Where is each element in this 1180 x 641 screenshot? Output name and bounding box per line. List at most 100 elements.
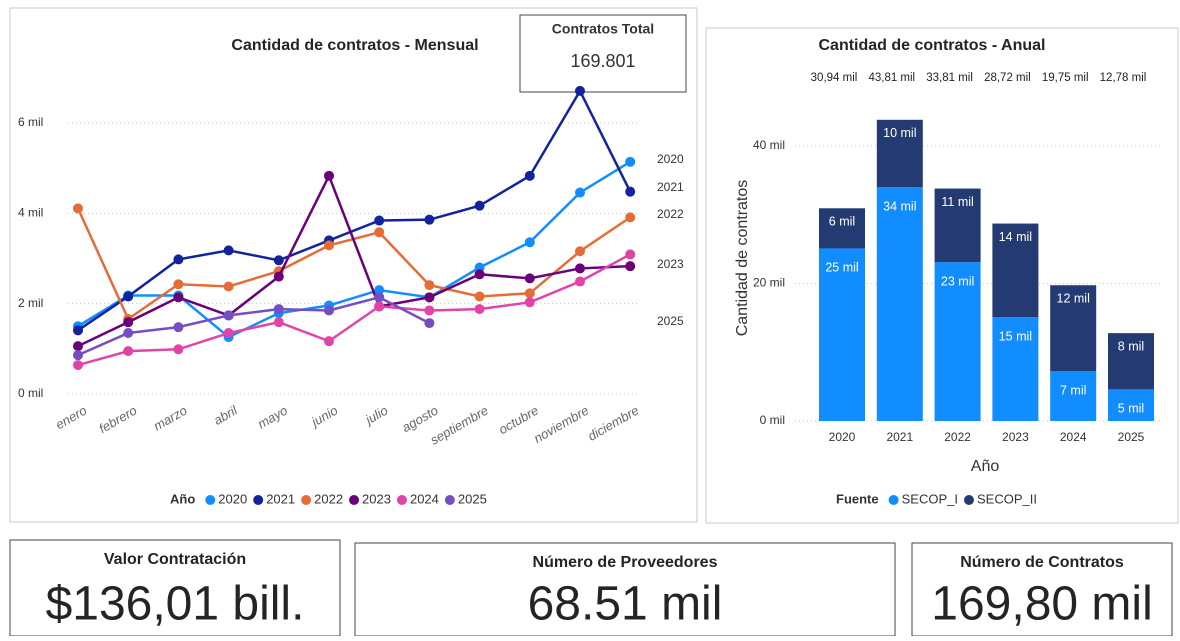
point: [223, 310, 234, 321]
point: [374, 227, 385, 238]
card-value: 68.51 mil: [528, 578, 723, 631]
total-label: 28,72 mil: [984, 72, 1031, 84]
y-tick-label: 20 mil: [753, 276, 785, 290]
point: [625, 156, 636, 167]
point: [73, 203, 83, 214]
bar-title: Cantidad de contratos - Anual: [819, 37, 1046, 54]
series-line: [77, 172, 631, 348]
bar-segment: [819, 208, 865, 249]
point: [273, 317, 284, 328]
point: [273, 304, 284, 315]
point: [524, 237, 535, 248]
bar-segment: [934, 188, 981, 263]
point: [123, 317, 134, 328]
legend-label: 2025: [458, 491, 487, 506]
legend-marker: [301, 495, 312, 505]
value-label: 15 mil: [999, 329, 1032, 343]
point: [173, 344, 184, 355]
point: [324, 305, 334, 316]
bar-segment: [1050, 285, 1097, 372]
legend-marker: [349, 495, 360, 505]
point: [424, 292, 435, 303]
point: [424, 280, 435, 291]
x-tick-label: 2022: [944, 430, 971, 444]
series-line: [77, 296, 430, 357]
point: [524, 297, 535, 308]
bar-segment: [819, 248, 865, 421]
value-label: 11 mil: [941, 195, 973, 209]
total-title: Contratos Total: [552, 21, 654, 37]
bar-segment: [876, 119, 923, 188]
legend-label: 2021: [266, 491, 295, 506]
end-label: 2022: [657, 207, 684, 221]
point: [273, 271, 284, 282]
value-label: 5 mil: [1118, 402, 1144, 416]
point: [575, 246, 585, 257]
point: [324, 170, 334, 181]
point: [173, 279, 184, 290]
legend-title: Año: [170, 491, 195, 506]
legend-title: Fuente: [836, 491, 879, 506]
value-label: 25 mil: [825, 261, 858, 275]
total-label: 19,75 mil: [1042, 72, 1089, 84]
point: [575, 276, 585, 287]
point: [73, 350, 83, 361]
point: [123, 346, 134, 357]
point: [173, 254, 184, 265]
point: [374, 301, 385, 312]
x-axis-label: Año: [971, 458, 1000, 475]
value-label: 34 mil: [883, 200, 916, 214]
total-box: [519, 14, 687, 93]
y-tick-label: 6 mil: [18, 115, 43, 129]
legend-marker: [396, 495, 407, 505]
point: [324, 240, 334, 251]
point: [474, 304, 485, 315]
point: [575, 85, 585, 96]
end-label: 2021: [657, 180, 684, 194]
bar-segment: [934, 262, 981, 421]
card-title: Valor Contratación: [104, 551, 246, 568]
legend-label: 2024: [410, 491, 439, 506]
y-axis-label: Cantidad de contratos: [734, 180, 751, 337]
point: [424, 318, 435, 329]
card-title: Número de Proveedores: [533, 554, 718, 571]
end-label: 2023: [657, 257, 684, 271]
y-tick-label: 2 mil: [18, 296, 43, 310]
legend-marker: [888, 495, 899, 505]
series-line: [77, 253, 631, 367]
x-tick-label: 2020: [829, 430, 856, 444]
y-tick-label: 0 mil: [18, 386, 43, 400]
card-title: Número de Contratos: [960, 554, 1124, 571]
value-label: 23 mil: [941, 274, 974, 288]
point: [73, 325, 83, 336]
series-line: [77, 160, 631, 339]
point: [424, 305, 435, 316]
x-tick-label: 2021: [886, 430, 913, 444]
total-label: 33,81 mil: [926, 72, 973, 84]
point: [575, 263, 585, 274]
bar-segment: [992, 317, 1039, 421]
point: [173, 292, 184, 303]
y-tick-label: 0 mil: [760, 413, 785, 427]
legend-label: SECOP_I: [902, 491, 958, 506]
legend-marker: [963, 495, 974, 505]
point: [524, 288, 535, 299]
legend-marker: [205, 495, 216, 505]
point: [324, 336, 334, 347]
point: [625, 212, 636, 223]
total-label: 43,81 mil: [868, 72, 915, 84]
value-label: 10 mil: [883, 126, 916, 140]
value-label: 14 mil: [999, 230, 1032, 244]
end-label: 2020: [657, 152, 684, 166]
value-label: 12 mil: [1057, 292, 1090, 306]
point: [273, 255, 284, 266]
point: [374, 215, 385, 226]
card-value: 169,80 mil: [931, 578, 1152, 631]
bar-segment: [992, 223, 1039, 318]
y-tick-label: 40 mil: [753, 138, 785, 152]
point: [524, 170, 535, 181]
point: [474, 269, 485, 280]
point: [73, 341, 83, 352]
card: [911, 542, 1173, 637]
y-tick-label: 4 mil: [18, 206, 43, 220]
